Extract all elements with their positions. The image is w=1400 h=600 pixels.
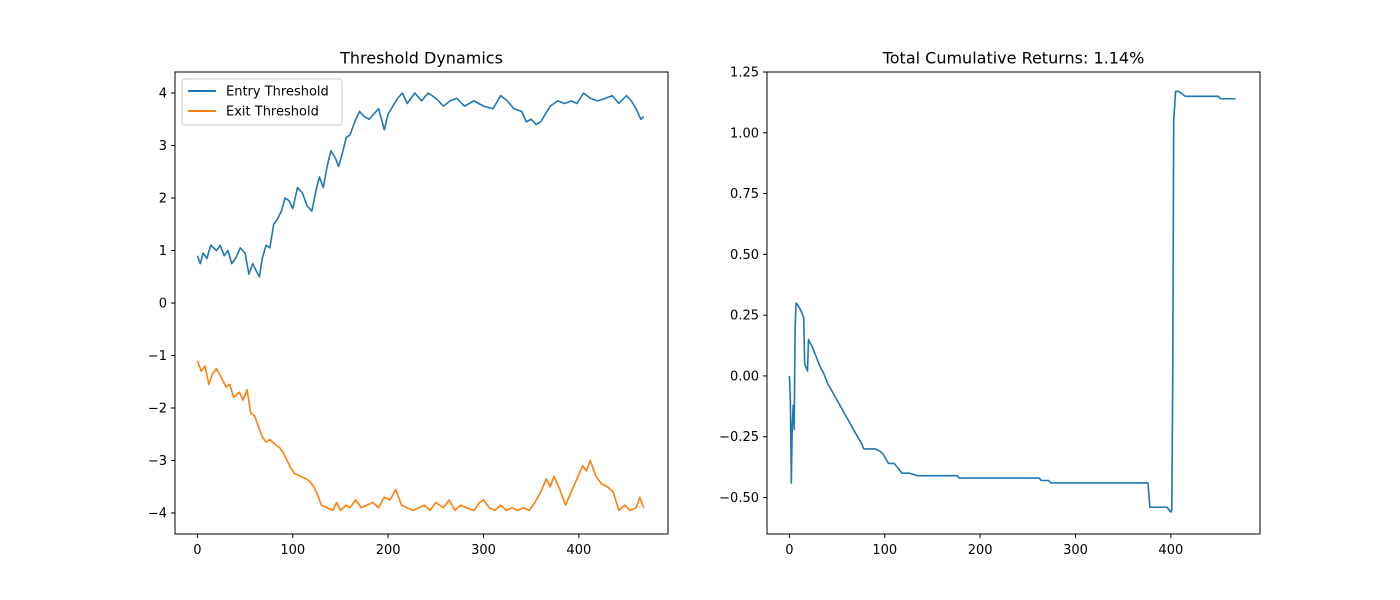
- x-tick-label: 400: [566, 543, 591, 558]
- cumulative-returns-chart: Total Cumulative Returns: 1.14% 0 100 200 3…: [719, 49, 1261, 558]
- y-axis-ticks: −4 −3 −2 −1 0 1 2 3 4: [148, 87, 175, 522]
- y-tick-label: 0.75: [730, 187, 759, 202]
- y-tick-label: 0.25: [730, 309, 759, 324]
- legend: Entry Threshold Exit Threshold: [181, 78, 343, 126]
- y-tick-label: 1.00: [730, 126, 759, 141]
- x-tick-label: 0: [193, 543, 201, 558]
- y-tick-label: 4: [159, 87, 167, 102]
- plot-lines: [788, 90, 1236, 513]
- y-tick-label: 0.50: [730, 248, 759, 263]
- legend-exit-threshold-label: Exit Threshold: [226, 105, 319, 120]
- y-tick-label: 1.25: [730, 66, 759, 81]
- axes-frame: [766, 71, 1261, 535]
- x-tick-label: 100: [872, 543, 897, 558]
- y-tick-label: −4: [148, 507, 167, 522]
- x-tick-label: 200: [376, 543, 401, 558]
- y-axis-ticks: −0.50 −0.25 0.00 0.25 0.50 0.75 1.00 1.25: [719, 66, 767, 506]
- x-tick-label: 100: [280, 543, 305, 558]
- y-tick-label: 0.00: [730, 369, 759, 384]
- y-tick-label: −1: [148, 349, 167, 364]
- y-tick-label: 1: [159, 244, 167, 259]
- series-line-exit-threshold: [196, 360, 645, 512]
- x-tick-label: 400: [1158, 543, 1183, 558]
- chart-title: Threshold Dynamics: [339, 49, 503, 68]
- series-line-entry-threshold: [196, 92, 645, 278]
- y-tick-label: −0.25: [719, 430, 759, 445]
- x-tick-label: 0: [785, 543, 793, 558]
- x-axis-ticks: 0 100 200 300 400: [785, 534, 1183, 558]
- chart-title: Total Cumulative Returns: 1.14%: [882, 49, 1145, 68]
- y-tick-label: 3: [159, 139, 167, 154]
- y-tick-label: −3: [148, 454, 167, 469]
- x-tick-label: 300: [471, 543, 496, 558]
- y-tick-label: 0: [159, 297, 167, 312]
- plot-lines: [196, 92, 645, 512]
- series-line-returns: [788, 90, 1236, 513]
- legend-box: [181, 78, 343, 126]
- y-tick-label: −0.50: [719, 491, 759, 506]
- y-tick-label: 2: [159, 192, 167, 207]
- x-axis-ticks: 0 100 200 300 400: [193, 534, 591, 558]
- x-tick-label: 300: [1063, 543, 1088, 558]
- legend-entry-threshold-label: Entry Threshold: [226, 85, 329, 100]
- y-tick-label: −2: [148, 402, 167, 417]
- threshold-dynamics-chart: Threshold Dynamics 0 100 200 300 400 −4−3−2−…: [148, 49, 669, 558]
- x-tick-label: 200: [968, 543, 993, 558]
